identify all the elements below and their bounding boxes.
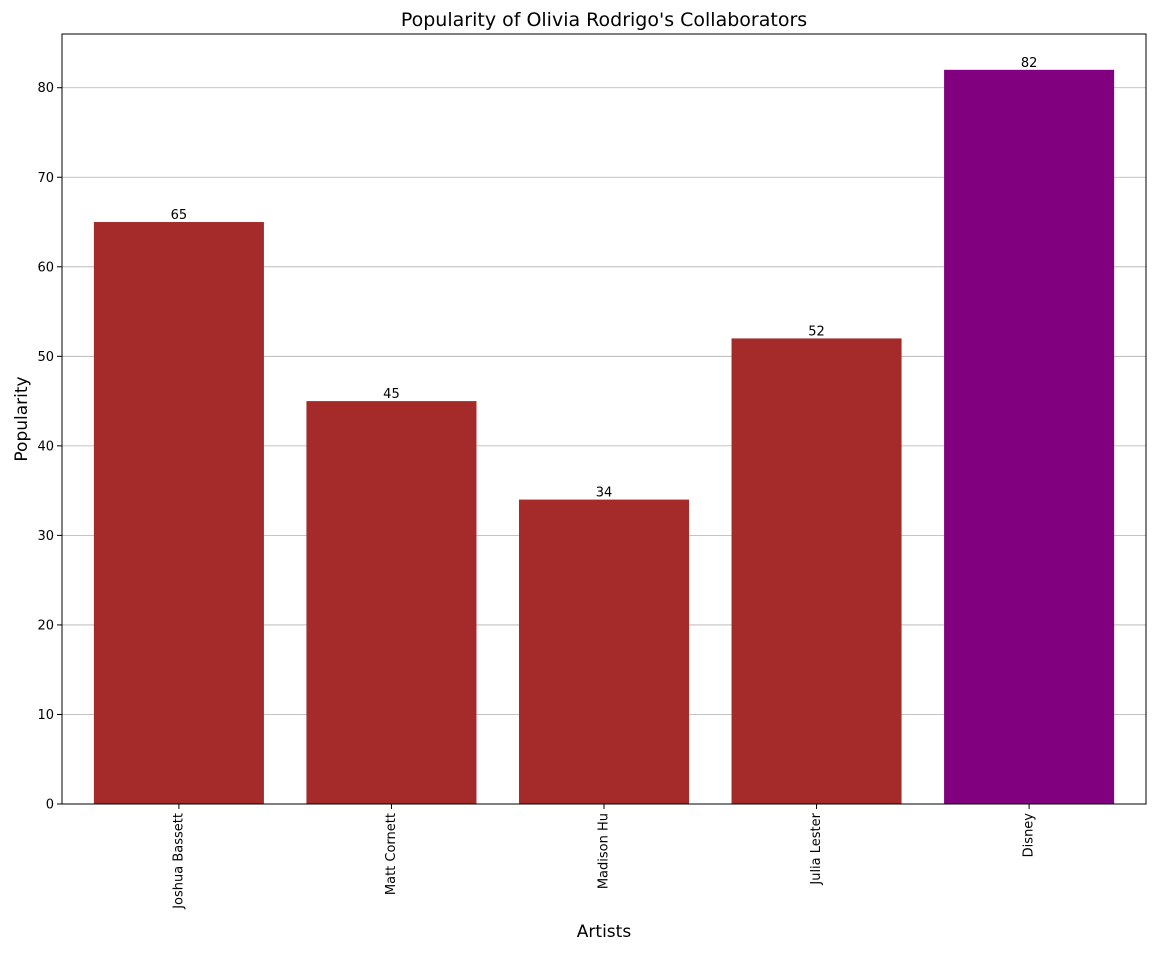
y-tick-label: 60 bbox=[37, 260, 54, 275]
bar bbox=[306, 401, 477, 804]
bar-value-label: 34 bbox=[596, 486, 613, 501]
plot-frame bbox=[61, 33, 1147, 805]
data-labels: 65 45 34 52 82 bbox=[171, 56, 1038, 501]
bar-value-label: 82 bbox=[1021, 56, 1038, 71]
bar-value-label: 52 bbox=[808, 324, 825, 339]
chart-title: Popularity of Olivia Rodrigo's Collabora… bbox=[401, 9, 807, 31]
x-tick-label: Disney bbox=[1022, 813, 1037, 858]
y-tick-label: 10 bbox=[37, 708, 54, 723]
y-tick-label: 40 bbox=[37, 439, 54, 454]
x-tick-label: Madison Hu bbox=[597, 813, 612, 889]
x-tick-label: Joshua Bassett bbox=[171, 813, 186, 910]
y-tick-label: 80 bbox=[37, 81, 54, 96]
bars bbox=[93, 69, 1115, 804]
y-tick-label: 50 bbox=[37, 350, 54, 365]
x-axis-label: Artists bbox=[577, 922, 632, 942]
x-tick-label: Matt Cornett bbox=[384, 813, 399, 895]
bar-value-label: 45 bbox=[383, 387, 400, 402]
bar bbox=[518, 499, 690, 804]
bar-value-label: 65 bbox=[171, 208, 188, 223]
y-tick-label: 30 bbox=[37, 529, 54, 544]
y-tick-label: 70 bbox=[37, 171, 54, 186]
y-tick-label: 0 bbox=[46, 798, 54, 813]
bar bbox=[731, 338, 902, 804]
x-tick-label: Julia Lester bbox=[809, 812, 824, 885]
axes: 0 10 20 30 40 50 60 70 80 Joshua Bassett Matt Corn… bbox=[37, 33, 1147, 910]
bar bbox=[944, 69, 1115, 804]
y-axis-label: Popularity bbox=[12, 376, 32, 461]
y-tick-label: 20 bbox=[37, 618, 54, 633]
bar bbox=[93, 222, 264, 804]
